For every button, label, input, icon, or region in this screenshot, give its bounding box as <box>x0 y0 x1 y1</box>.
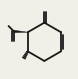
Polygon shape <box>14 30 28 33</box>
